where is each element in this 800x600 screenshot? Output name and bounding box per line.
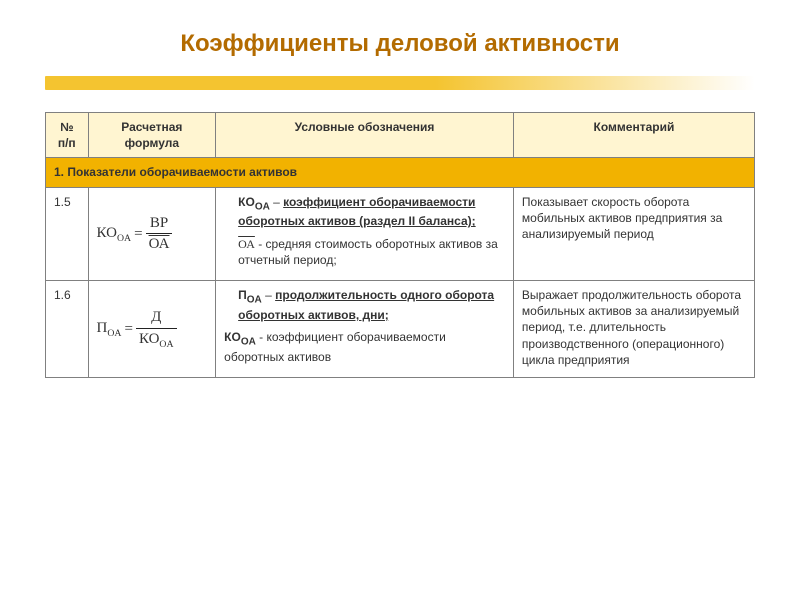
- row-num: 1.6: [46, 281, 89, 378]
- col-header-num: № п/п: [46, 113, 89, 158]
- slide: Коэффициенты деловой активности № п/п Ра…: [0, 0, 800, 600]
- table-row: 1.6ПOA=ДКОOAПOA – продолжительность одно…: [46, 281, 755, 378]
- row-num: 1.5: [46, 187, 89, 280]
- col-header-defs: Условные обозначения: [216, 113, 514, 158]
- row-definitions: ПOA – продолжительность одного оборота о…: [216, 281, 514, 378]
- table-row: 1.5КОOA=ВРОАКОOA – коэффициент оборачива…: [46, 187, 755, 280]
- coefficients-table: № п/п Расчетная формула Условные обознач…: [45, 112, 755, 378]
- accent-bar: [45, 76, 755, 90]
- row-comment: Выражает продолжительность оборота мобил…: [513, 281, 754, 378]
- table-body: 1. Показатели оборачиваемости активов 1.…: [46, 158, 755, 378]
- col-header-formula: Расчетная формула: [88, 113, 216, 158]
- section-row: 1. Показатели оборачиваемости активов: [46, 158, 755, 187]
- row-formula: КОOA=ВРОА: [88, 187, 216, 280]
- col-header-comment: Комментарий: [513, 113, 754, 158]
- row-formula: ПOA=ДКОOA: [88, 281, 216, 378]
- row-comment: Показывает скорость оборота мобильных ак…: [513, 187, 754, 280]
- page-title: Коэффициенты деловой активности: [45, 30, 755, 58]
- table-header-row: № п/п Расчетная формула Условные обознач…: [46, 113, 755, 158]
- section-title: 1. Показатели оборачиваемости активов: [46, 158, 755, 187]
- row-definitions: КОOA – коэффициент оборачиваемости оборо…: [216, 187, 514, 280]
